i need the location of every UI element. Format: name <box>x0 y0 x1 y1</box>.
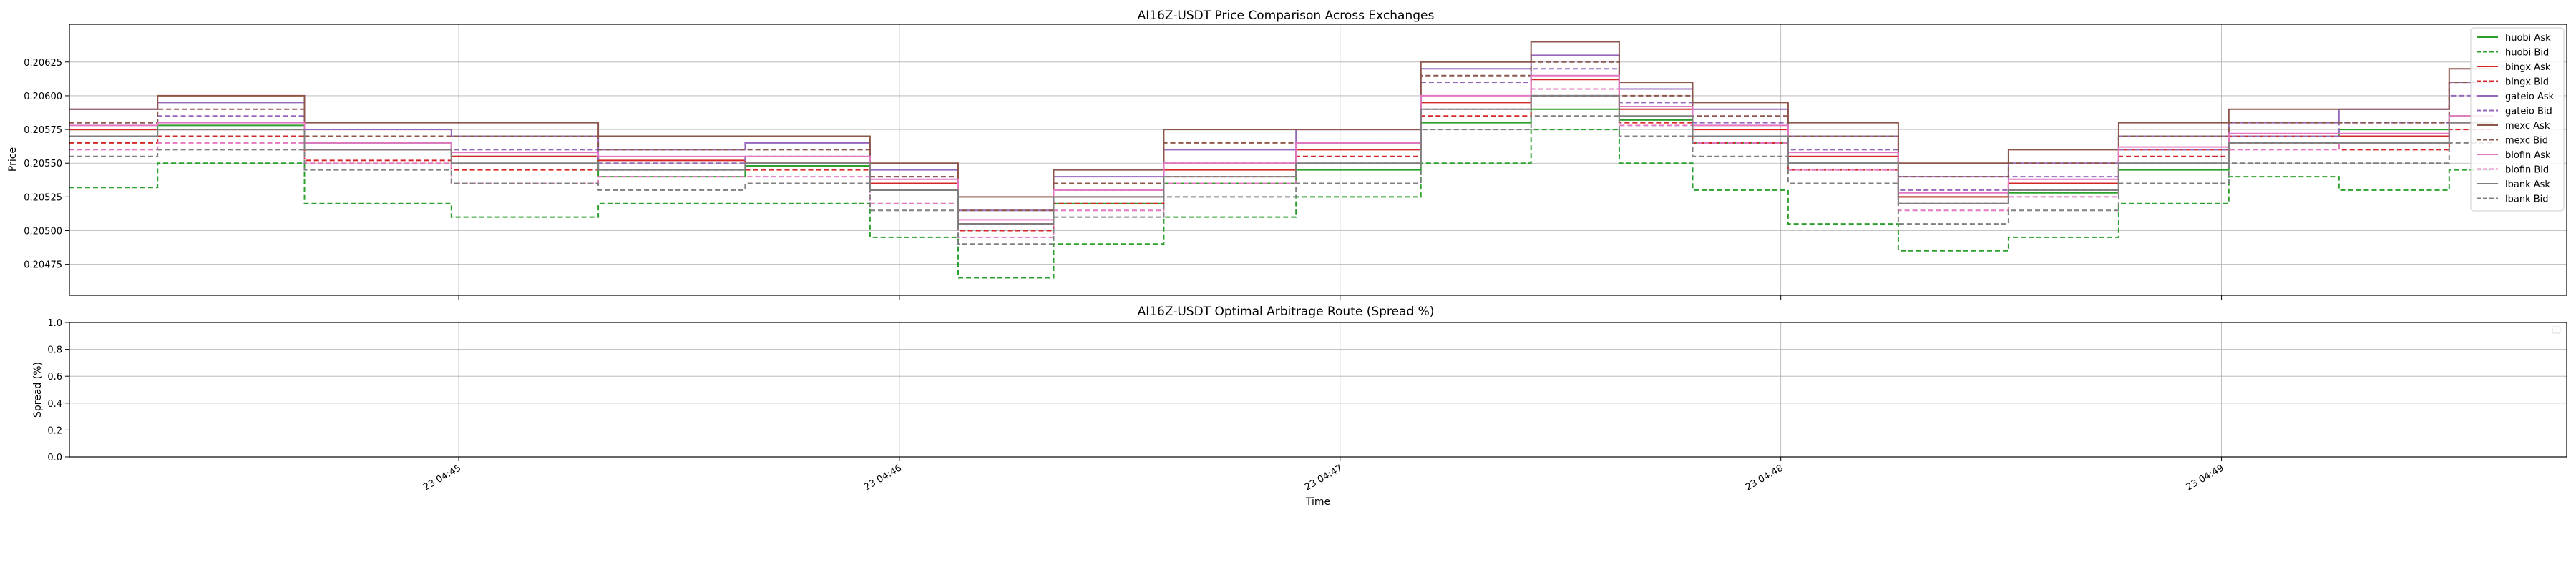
spread-chart-title: AI16Z-USDT Optimal Arbitrage Route (Spre… <box>1138 305 1435 319</box>
price-chart-title: AI16Z-USDT Price Comparison Across Excha… <box>1138 9 1435 23</box>
price-plot-frame <box>69 24 2567 296</box>
price-y-tick-label: 0.20625 <box>24 58 62 69</box>
legend-label: mexc Bid <box>2505 136 2548 147</box>
price-y-tick-label: 0.20550 <box>24 159 62 169</box>
legend-label: huobi Bid <box>2505 48 2549 59</box>
spread-y-tick-label: 0.6 <box>47 372 62 383</box>
spread-y-tick-label: 1.0 <box>47 318 62 329</box>
price-y-tick-label: 0.20475 <box>24 260 62 271</box>
spread-x-label: Time <box>1305 496 1330 508</box>
legend-label: bingx Bid <box>2505 77 2549 88</box>
spread-plot-frame <box>69 322 2567 458</box>
legend-label: lbank Bid <box>2505 194 2549 205</box>
time-tick-label: 23 04:45 <box>421 463 463 493</box>
price-y-tick-label: 0.20600 <box>24 92 62 102</box>
price-y-label: Price <box>7 147 19 172</box>
series-line-huobi-ask <box>69 108 2494 225</box>
time-tick-label: 23 04:49 <box>2185 463 2226 493</box>
series-line-mexc-ask <box>69 41 2494 198</box>
price-y-tick-label: 0.20500 <box>24 226 62 237</box>
price-y-tick-label: 0.20575 <box>24 125 62 136</box>
legend-box <box>2470 27 2565 212</box>
series-line-bingx-ask <box>69 79 2494 225</box>
legend: huobi Ask huobi Bid bingx Ask bingx Bid gate… <box>2470 27 2565 212</box>
legend-label: huobi Ask <box>2505 33 2551 44</box>
spread-y-tick-label: 0.8 <box>47 345 62 356</box>
series-line-lbank-bid <box>69 115 2494 245</box>
price-series-lines <box>69 41 2494 279</box>
spread-y-tick-label: 0.2 <box>47 425 62 436</box>
series-line-huobi-bid <box>69 129 2494 279</box>
legend-label: bingx Ask <box>2505 62 2551 73</box>
empty-legend-box <box>2552 326 2561 334</box>
spread-x-ticks: 23 04:45 23 04:46 23 04:47 23 04:48 23 04:49 <box>421 457 2226 493</box>
legend-label: gateio Bid <box>2505 107 2552 117</box>
spread-y-tick-label: 0.4 <box>47 399 62 410</box>
legend-label: blofin Ask <box>2505 150 2551 161</box>
series-line-gateio-ask <box>69 54 2494 212</box>
time-tick-label: 23 04:48 <box>1744 463 1785 493</box>
spread-chart: AI16Z-USDT Optimal Arbitrage Route (Spre… <box>32 305 2567 508</box>
price-y-tick-label: 0.20525 <box>24 192 62 203</box>
spread-y-label: Spread (%) <box>32 362 44 418</box>
price-y-ticks: 0.20475 0.20500 0.20525 0.20550 0.20575 0.206… <box>24 58 69 271</box>
series-line-blofin-ask <box>69 74 2494 221</box>
time-tick-label: 23 04:47 <box>1303 463 1345 493</box>
legend-label: mexc Ask <box>2505 121 2550 132</box>
spread-grid <box>69 322 2567 458</box>
spread-y-tick-label: 0.0 <box>47 453 62 463</box>
legend-label: lbank Ask <box>2505 179 2550 190</box>
legend-label: gateio Ask <box>2505 92 2555 102</box>
price-x-ticks <box>458 295 2223 300</box>
time-tick-label: 23 04:46 <box>862 463 904 493</box>
price-chart: AI16Z-USDT Price Comparison Across Excha… <box>7 9 2567 300</box>
legend-label: blofin Bid <box>2505 165 2549 176</box>
spread-y-ticks: 0.0 0.2 0.4 0.6 0.8 1.0 <box>47 318 69 463</box>
